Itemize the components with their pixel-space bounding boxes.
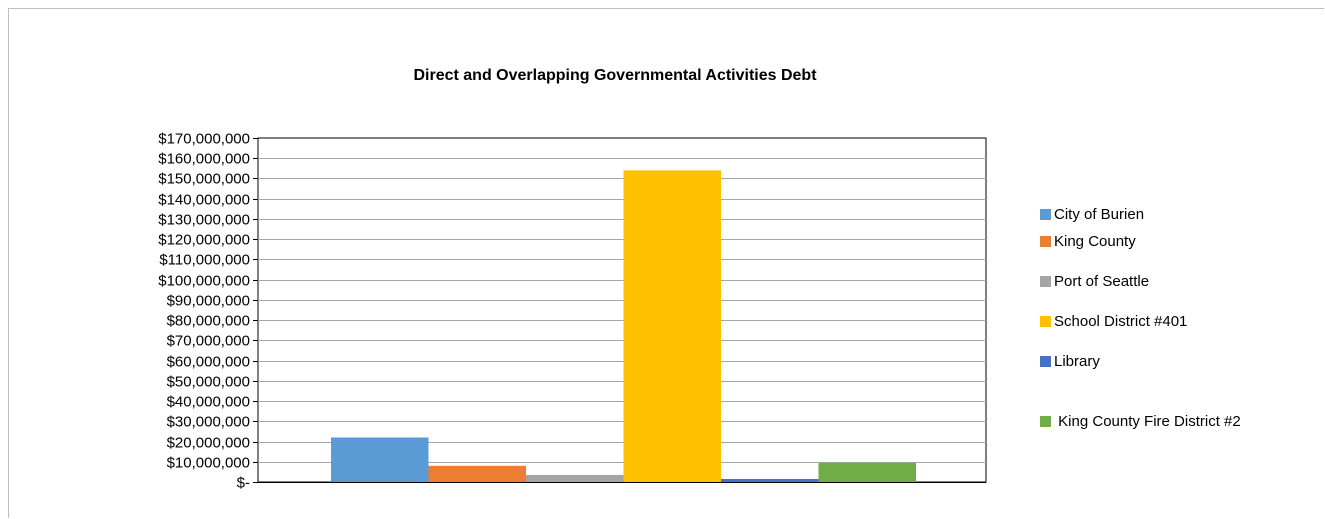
bar-1	[331, 437, 429, 482]
y-tick-label: $70,000,000	[167, 333, 250, 350]
y-tick-label: $160,000,000	[158, 151, 250, 168]
bar-2	[428, 465, 526, 482]
plot-area	[257, 137, 987, 483]
legend-label: King County	[1054, 233, 1136, 250]
y-tick-label: $120,000,000	[158, 232, 250, 249]
chart-title: Direct and Overlapping Governmental Acti…	[413, 67, 817, 84]
y-tick-label: $50,000,000	[167, 374, 250, 391]
legend-label: King County Fire District #2	[1054, 413, 1241, 430]
legend-item: Port of Seattle	[1040, 273, 1149, 290]
y-tick-label: $40,000,000	[167, 394, 250, 411]
bar-6	[818, 462, 916, 482]
legend-swatch	[1040, 209, 1051, 220]
legend-swatch	[1040, 356, 1051, 367]
y-tick-label: $-	[237, 475, 250, 492]
y-tick-label: $100,000,000	[158, 273, 250, 290]
legend-item: Library	[1040, 353, 1100, 370]
legend-item: School District #401	[1040, 313, 1187, 330]
y-tick-label: $140,000,000	[158, 192, 250, 209]
legend-item: King County	[1040, 233, 1136, 250]
y-tick-label: $10,000,000	[167, 455, 250, 472]
legend-item: King County Fire District #2	[1040, 413, 1241, 430]
legend-item: City of Burien	[1040, 206, 1144, 223]
y-tick-label: $150,000,000	[158, 171, 250, 188]
legend-swatch	[1040, 276, 1051, 287]
y-tick-label: $30,000,000	[167, 414, 250, 431]
y-tick-label: $90,000,000	[167, 293, 250, 310]
legend-swatch	[1040, 316, 1051, 327]
bar-3	[526, 474, 624, 482]
bar-4	[623, 170, 721, 482]
y-tick-label: $130,000,000	[158, 212, 250, 229]
legend-label: School District #401	[1054, 313, 1188, 330]
y-tick-label: $20,000,000	[167, 435, 250, 452]
bar-5	[721, 478, 819, 482]
y-tick-label: $170,000,000	[158, 131, 250, 148]
y-tick-label: $80,000,000	[167, 313, 250, 330]
legend-swatch	[1040, 416, 1051, 427]
legend-label: Library	[1054, 353, 1100, 370]
legend-label: City of Burien	[1054, 206, 1145, 223]
y-tick-label: $110,000,000	[159, 252, 250, 269]
legend-label: Port of Seattle	[1054, 273, 1150, 290]
y-tick-label: $60,000,000	[167, 354, 250, 371]
legend-swatch	[1040, 236, 1051, 247]
